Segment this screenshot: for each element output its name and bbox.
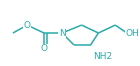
Text: N: N <box>59 29 66 37</box>
Text: NH2: NH2 <box>93 52 112 61</box>
Text: O: O <box>24 21 31 30</box>
Text: O: O <box>41 44 48 53</box>
Text: OH: OH <box>126 29 139 37</box>
